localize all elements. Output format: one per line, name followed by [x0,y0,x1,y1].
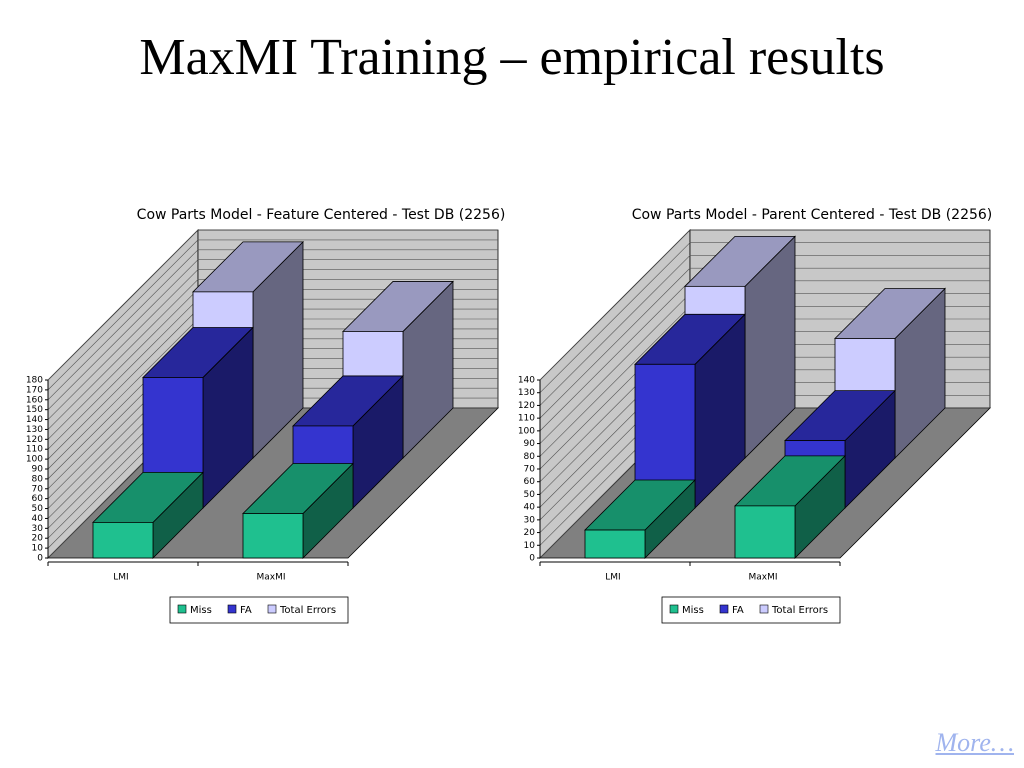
legend-label: Total Errors [279,605,336,616]
legend-box [661,596,841,624]
grid-line [539,280,691,432]
y-tick-label: 100 [26,455,43,465]
bar [584,479,696,559]
y-tick-label: 150 [26,405,43,415]
bar-front [242,513,304,559]
y-tick-label: 110 [26,445,43,455]
y-tick-label: 100 [518,426,535,436]
legend-swatch [177,604,187,614]
grid-line [47,239,199,391]
legend-label: FA [732,605,744,616]
y-tick-label: 30 [32,524,44,534]
grid-line [47,289,199,440]
grid-line [47,229,199,381]
grid-line [539,306,691,457]
y-tick-label: 120 [26,435,43,445]
y-tick-label: 130 [518,388,535,398]
y-tick-label: 70 [32,484,44,494]
x-tick-label: LMI [605,573,620,583]
y-tick-label: 110 [518,414,535,424]
y-tick-label: 180 [26,376,43,386]
charts: Cow Parts Model - Feature Centered - Tes… [26,207,993,624]
y-tick-label: 10 [32,544,44,554]
y-tick-label: 0 [37,554,43,564]
bar-front [734,505,796,559]
bar [92,471,204,559]
slide-title: MaxMI Training – empirical results [139,29,885,86]
y-tick-label: 20 [32,534,44,544]
y-tick-label: 60 [524,477,536,487]
grid-line [47,318,199,470]
grid-line [47,279,199,430]
y-tick-label: 50 [32,504,44,514]
legend-label: Miss [190,605,212,616]
more-link[interactable]: More… [935,728,1014,757]
legend-swatch [719,604,729,614]
y-tick-label: 90 [32,465,44,475]
y-tick-label: 140 [26,415,43,425]
bar [734,454,846,559]
legend-swatch [759,604,769,614]
legend-box [169,596,349,624]
chart: Cow Parts Model - Parent Centered - Test… [518,207,993,624]
legend-swatch [267,604,277,614]
y-tick-label: 160 [26,395,43,405]
bar-front [584,529,646,559]
grid-line [47,259,199,410]
y-tick-label: 70 [524,465,536,475]
y-tick-label: 40 [32,514,44,524]
y-tick-label: 80 [524,452,536,462]
legend-label: FA [240,605,252,616]
y-tick-label: 0 [529,554,535,564]
y-tick-label: 20 [524,528,536,538]
y-tick-label: 60 [32,494,44,504]
y-tick-label: 130 [26,425,43,435]
bar-front [92,522,154,559]
y-tick-label: 80 [32,474,44,484]
y-tick-label: 170 [26,385,43,395]
y-tick-label: 40 [524,503,536,513]
chart-title: Cow Parts Model - Feature Centered - Tes… [137,207,506,223]
grid-line [47,249,199,400]
x-tick-label: LMI [113,573,128,583]
y-tick-label: 50 [524,490,536,500]
legend-label: Total Errors [771,605,828,616]
grid-line [47,308,199,460]
y-tick-label: 140 [518,376,535,386]
y-tick-label: 10 [524,541,536,551]
legend-label: Miss [682,605,704,616]
grid-line [539,293,691,444]
chart: Cow Parts Model - Feature Centered - Tes… [26,207,506,624]
y-tick-label: 30 [524,515,536,525]
x-tick-label: MaxMI [256,573,285,583]
legend-swatch [227,604,237,614]
grid-line [539,229,691,381]
y-tick-label: 90 [524,439,536,449]
grid-line [47,269,199,420]
grid-line [539,255,691,406]
y-tick-label: 120 [518,401,535,411]
grid-line [539,242,691,393]
grid-line [47,299,199,450]
chart-title: Cow Parts Model - Parent Centered - Test… [632,207,993,223]
bar [242,462,354,559]
x-tick-label: MaxMI [748,573,777,583]
legend-swatch [669,604,679,614]
grid-line [539,267,691,419]
